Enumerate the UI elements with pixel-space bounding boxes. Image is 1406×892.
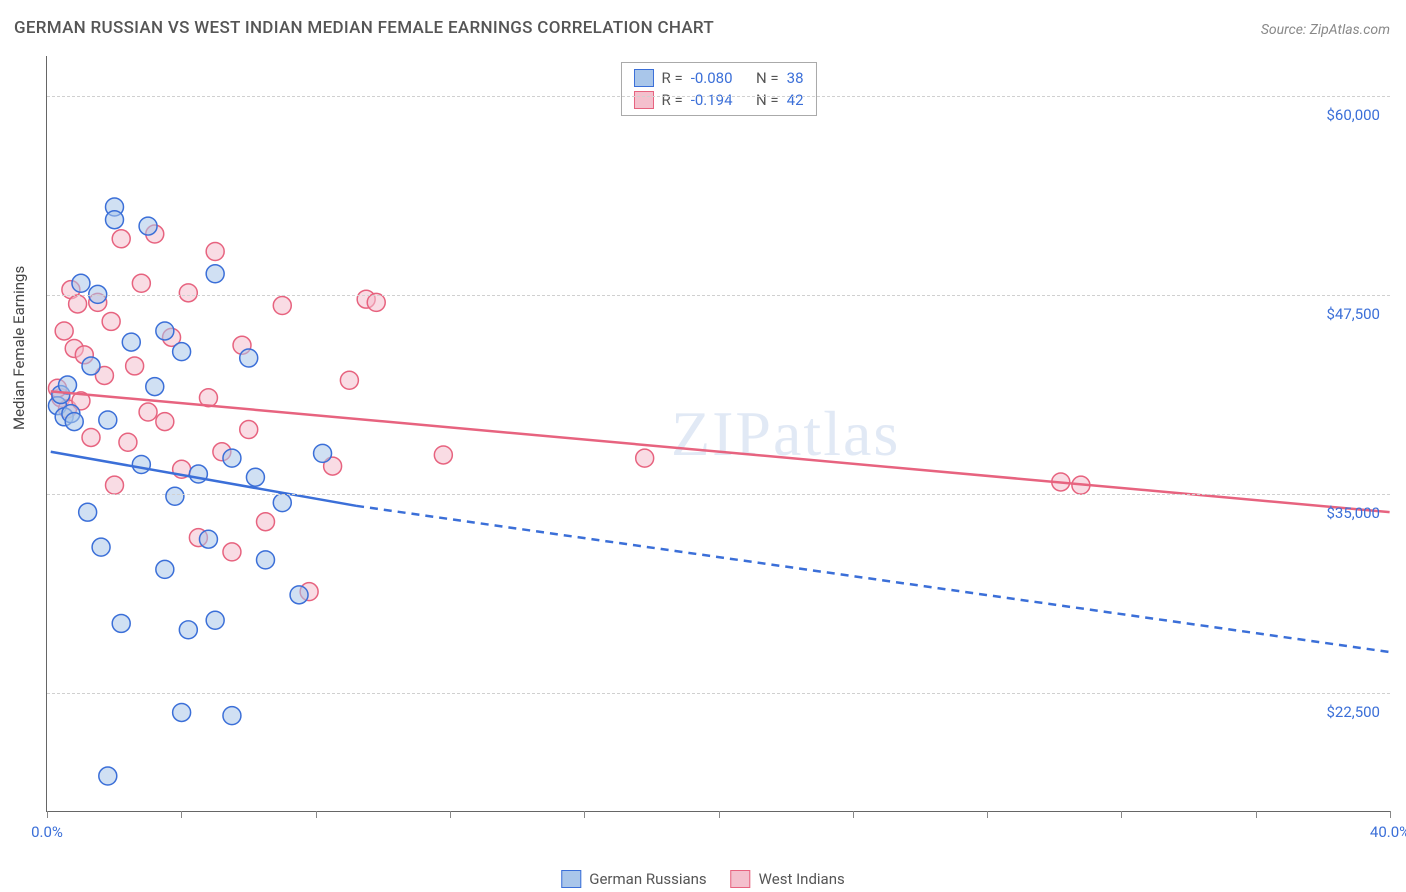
- x-tick: [719, 811, 720, 818]
- data-point: [173, 703, 191, 721]
- data-point: [223, 543, 241, 561]
- data-point: [636, 449, 654, 467]
- data-point: [72, 274, 90, 292]
- gridline: [47, 494, 1390, 495]
- data-point: [156, 560, 174, 578]
- data-point: [240, 349, 258, 367]
- data-point: [106, 476, 124, 494]
- data-point: [112, 230, 130, 248]
- x-tick: [316, 811, 317, 818]
- x-tick: [987, 811, 988, 818]
- data-point: [132, 456, 150, 474]
- legend-item-1: German Russians: [561, 870, 706, 888]
- data-point: [82, 428, 100, 446]
- data-point: [206, 243, 224, 261]
- data-point: [340, 371, 358, 389]
- y-tick-label: $47,500: [1326, 305, 1380, 323]
- data-point: [146, 378, 164, 396]
- trend-line: [51, 452, 356, 506]
- data-point: [367, 293, 385, 311]
- data-point: [257, 551, 275, 569]
- plot-svg: [47, 56, 1390, 811]
- data-point: [314, 444, 332, 462]
- data-point: [173, 343, 191, 361]
- data-point: [112, 614, 130, 632]
- data-point: [223, 449, 241, 467]
- data-point: [223, 707, 241, 725]
- x-tick: [450, 811, 451, 818]
- y-tick-label: $35,000: [1326, 504, 1380, 522]
- x-tick: [47, 811, 48, 818]
- x-tick-min: 0.0%: [31, 823, 63, 841]
- source-attribution: Source: ZipAtlas.com: [1261, 22, 1390, 38]
- legend-label-1: German Russians: [589, 870, 706, 888]
- data-point: [189, 465, 207, 483]
- data-point: [119, 433, 137, 451]
- data-point: [139, 217, 157, 235]
- y-axis-label: Median Female Earnings: [10, 266, 28, 430]
- legend-label-2: West Indians: [759, 870, 845, 888]
- data-point: [132, 274, 150, 292]
- data-point: [122, 333, 140, 351]
- y-tick-label: $60,000: [1326, 106, 1380, 124]
- data-point: [126, 357, 144, 375]
- data-point: [434, 446, 452, 464]
- x-tick: [584, 811, 585, 818]
- data-point: [199, 530, 217, 548]
- data-point: [55, 322, 73, 340]
- y-tick-label: $22,500: [1326, 703, 1380, 721]
- x-tick: [1390, 811, 1391, 818]
- trend-line: [356, 506, 1390, 652]
- gridline: [47, 96, 1390, 97]
- data-point: [273, 297, 291, 315]
- data-point: [82, 357, 100, 375]
- data-point: [179, 284, 197, 302]
- data-point: [240, 421, 258, 439]
- data-point: [99, 767, 117, 785]
- plot-area: ZIPatlas R = -0.080 N = 38 R = -0.194 N …: [46, 56, 1390, 812]
- data-point: [92, 538, 110, 556]
- data-point: [106, 211, 124, 229]
- data-point: [79, 503, 97, 521]
- gridline: [47, 295, 1390, 296]
- data-point: [273, 494, 291, 512]
- data-point: [179, 621, 197, 639]
- legend-swatch-b1: [561, 870, 581, 888]
- data-point: [156, 322, 174, 340]
- data-point: [139, 403, 157, 421]
- gridline: [47, 693, 1390, 694]
- data-point: [65, 413, 83, 431]
- x-tick: [853, 811, 854, 818]
- data-point: [290, 586, 308, 604]
- x-tick-max: 40.0%: [1370, 823, 1406, 841]
- data-point: [257, 513, 275, 531]
- data-point: [206, 611, 224, 629]
- data-point: [99, 411, 117, 429]
- data-point: [206, 265, 224, 283]
- series-legend: German Russians West Indians: [561, 870, 844, 888]
- data-point: [156, 413, 174, 431]
- x-tick: [1256, 811, 1257, 818]
- legend-swatch-b2: [731, 870, 751, 888]
- legend-item-2: West Indians: [731, 870, 845, 888]
- x-tick: [181, 811, 182, 818]
- data-point: [102, 312, 120, 330]
- data-point: [69, 295, 87, 313]
- chart-title: GERMAN RUSSIAN VS WEST INDIAN MEDIAN FEM…: [14, 18, 714, 38]
- data-point: [166, 487, 184, 505]
- x-tick: [1121, 811, 1122, 818]
- data-point: [246, 468, 264, 486]
